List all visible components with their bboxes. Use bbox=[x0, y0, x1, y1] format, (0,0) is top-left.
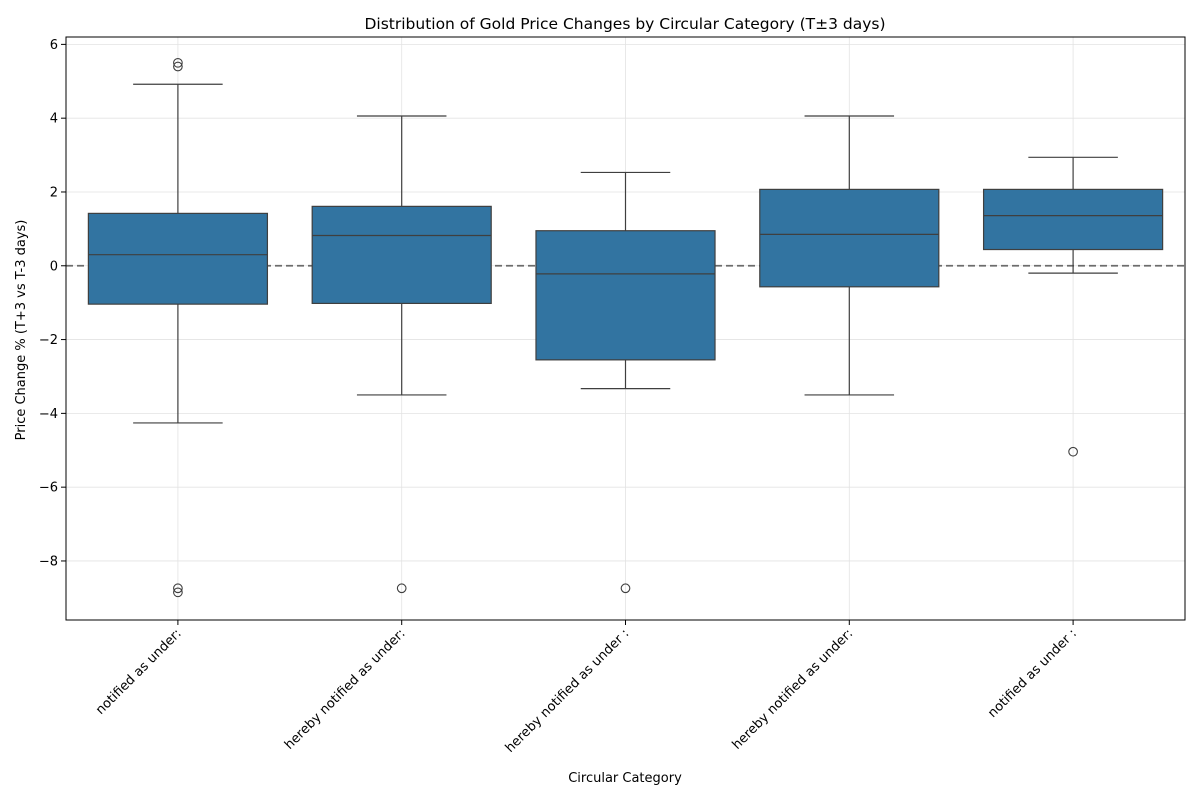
y-tick-label: 0 bbox=[50, 259, 58, 274]
box-series bbox=[87, 57, 1164, 598]
box-4 bbox=[759, 115, 940, 396]
x-tick-label: hereby notified as under : bbox=[503, 626, 633, 756]
iqr-box bbox=[535, 230, 716, 361]
y-tick-label: −2 bbox=[39, 333, 58, 348]
x-tick-label: notified as under : bbox=[985, 626, 1080, 721]
iqr-box bbox=[982, 188, 1164, 251]
box-1 bbox=[87, 57, 269, 598]
outlier-point bbox=[173, 57, 183, 68]
outlier-point bbox=[173, 583, 183, 594]
chart-title: Distribution of Gold Price Changes by Ci… bbox=[364, 15, 885, 33]
y-tick-label: −6 bbox=[39, 481, 58, 496]
box-2 bbox=[311, 115, 492, 594]
y-tick-label: 4 bbox=[50, 112, 58, 127]
y-axis-title: Price Change % (T+3 vs T-3 days) bbox=[14, 220, 29, 441]
iqr-box bbox=[759, 188, 940, 288]
x-axis-title: Circular Category bbox=[568, 771, 682, 786]
iqr-box bbox=[311, 205, 492, 305]
outlier-point bbox=[1068, 446, 1078, 457]
box-3 bbox=[535, 171, 716, 594]
axes: −8 −6 −4 −2 0 2 4 6 notified as under: hereby not… bbox=[39, 36, 1186, 756]
outlier-point bbox=[620, 583, 631, 594]
x-tick-label: notified as under: bbox=[93, 626, 185, 718]
y-tick-label: −4 bbox=[39, 407, 58, 422]
outlier-point bbox=[173, 61, 183, 72]
outlier-point bbox=[396, 583, 407, 594]
x-tick-label: hereby notified as under: bbox=[730, 626, 857, 753]
iqr-box bbox=[87, 212, 269, 305]
y-tick-label: 6 bbox=[50, 38, 58, 53]
y-tick-label: −8 bbox=[39, 554, 58, 569]
box-5 bbox=[982, 156, 1164, 457]
outlier-point bbox=[173, 587, 183, 598]
x-tick-label: hereby notified as under: bbox=[282, 626, 409, 753]
y-tick-label: 2 bbox=[50, 185, 58, 200]
